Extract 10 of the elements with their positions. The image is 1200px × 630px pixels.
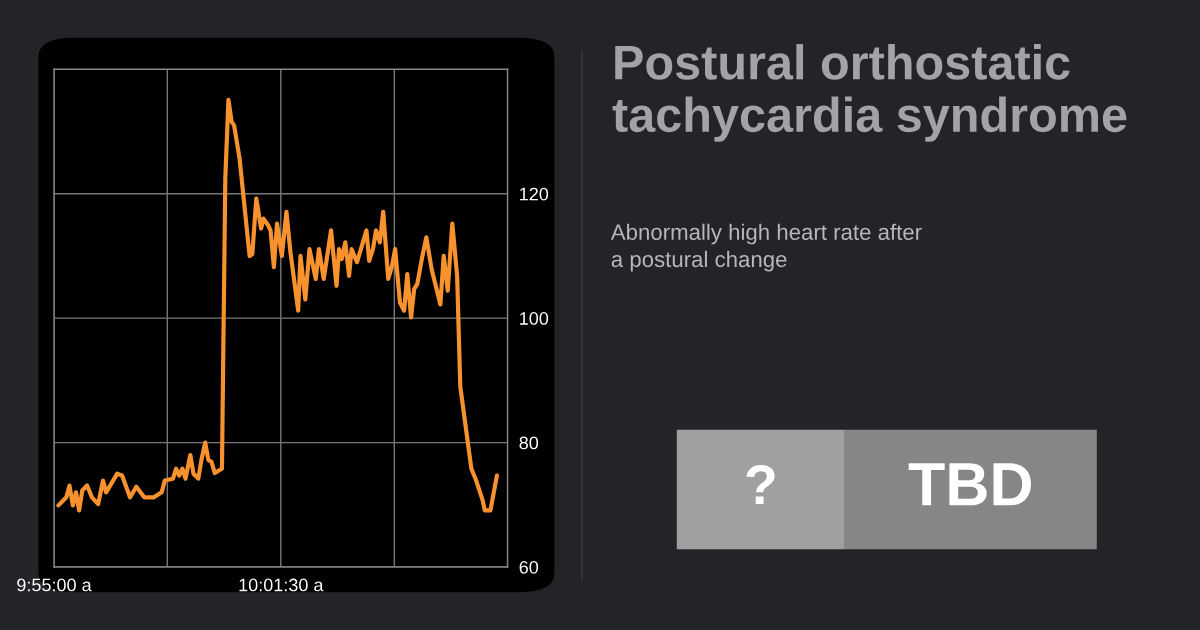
y-tick-label: 60 [519,560,539,574]
text: TBD [908,463,1032,506]
y-tick-label: 100 [520,312,549,325]
text: Abnormally high heart rate after a postural change [610,223,922,272]
text: ? [746,465,775,504]
y-tick-label: 80 [519,436,539,450]
text: Postural orthostatic tachycardia syndrome [612,44,1127,142]
y-tick-label: 120 [520,187,549,201]
x-tick-label: 10:01:30 a [239,578,324,592]
x-tick-label: 9:55:00 a [17,578,92,592]
